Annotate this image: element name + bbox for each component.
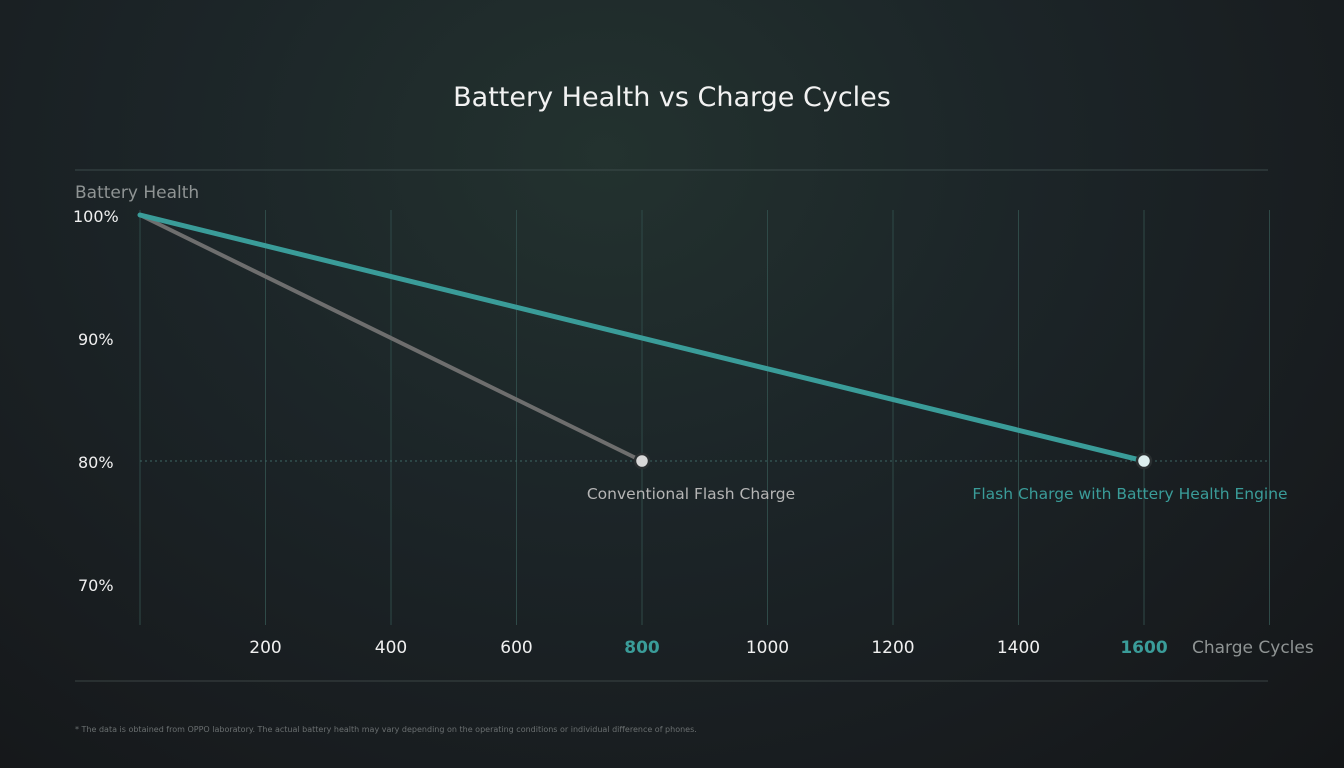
x-tick-label: 200 — [249, 638, 281, 658]
y-axis-label: Battery Health — [75, 183, 199, 203]
endpoint-marker — [1135, 452, 1153, 470]
x-tick-label: 1000 — [746, 638, 789, 658]
y-tick-label: 70% — [78, 576, 114, 595]
footnote: * The data is obtained from OPPO laborat… — [75, 725, 697, 734]
endpoint-marker — [633, 452, 651, 470]
y-tick-label: 80% — [78, 453, 114, 472]
x-tick-label: 1200 — [871, 638, 914, 658]
x-tick-label: 1400 — [997, 638, 1040, 658]
x-tick-label: 1600 — [1120, 638, 1167, 658]
x-tick-label: 600 — [500, 638, 532, 658]
series-label: Flash Charge with Battery Health Engine — [972, 485, 1287, 503]
series-label: Conventional Flash Charge — [587, 485, 795, 503]
y-tick-label: 100% — [73, 207, 119, 226]
y-tick-label: 90% — [78, 330, 114, 349]
series-line-1 — [137, 212, 1147, 464]
chart-title: Battery Health vs Charge Cycles — [453, 82, 891, 113]
x-tick-label: 800 — [624, 638, 660, 658]
series-line-0 — [138, 213, 644, 463]
x-axis-label: Charge Cycles — [1192, 638, 1314, 658]
x-tick-label: 400 — [375, 638, 407, 658]
